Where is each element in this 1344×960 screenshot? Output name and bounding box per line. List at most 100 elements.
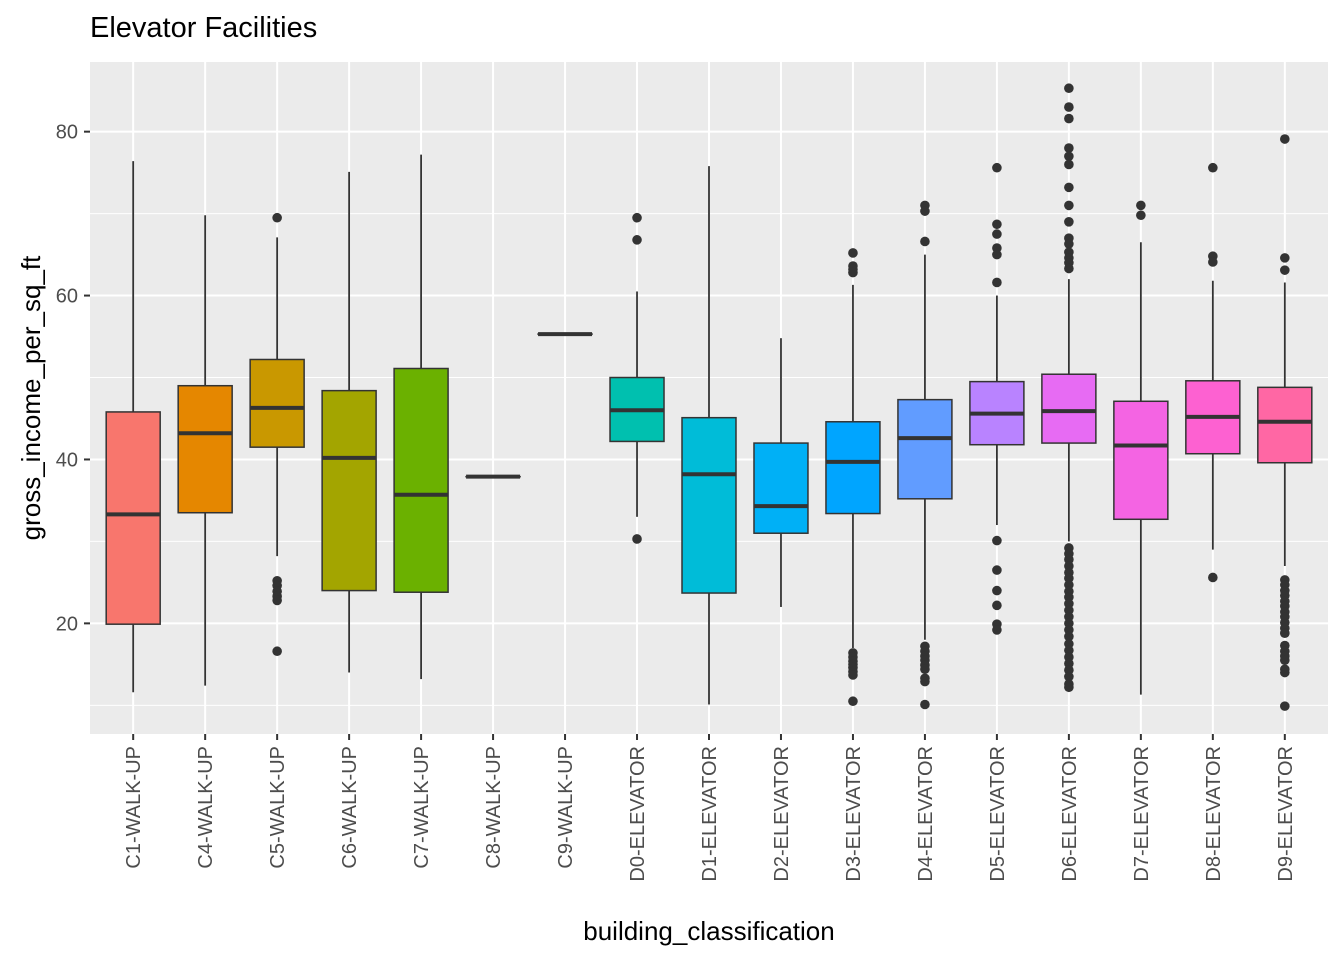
outlier-point: [1064, 682, 1074, 693]
y-axis-title: gross_income_per_sq_ft: [16, 255, 46, 540]
box-d4-elevator: [897, 200, 953, 710]
iqr-box: [753, 442, 809, 534]
box-c4-walk-up: [177, 215, 233, 686]
outlier-point: [1208, 572, 1218, 583]
x-axis-title: building_classification: [583, 916, 834, 946]
outlier-point: [1064, 151, 1074, 162]
outlier-point: [992, 277, 1002, 288]
outlier-point: [848, 670, 858, 680]
outlier-point: [632, 235, 642, 245]
outlier-point: [272, 595, 282, 606]
iqr-box: [897, 398, 953, 500]
iqr-box: [105, 411, 161, 625]
outlier-point: [1064, 217, 1074, 227]
box-d6-elevator: [1041, 83, 1097, 693]
y-axis: 20 40 60 80: [56, 122, 90, 635]
x-tick-label: C9-WALK-UP: [555, 746, 577, 869]
x-tick-label: D3-ELEVATOR: [843, 746, 865, 882]
outlier-point: [1064, 200, 1074, 211]
outlier-point: [992, 600, 1002, 611]
outlier-point: [920, 676, 930, 687]
outlier-point: [1280, 701, 1290, 711]
x-tick-label: C8-WALK-UP: [483, 746, 505, 869]
outlier-point: [848, 696, 858, 707]
outlier-point: [1064, 263, 1074, 274]
boxplot-series: [105, 83, 1313, 711]
iqr-box: [825, 421, 881, 515]
outlier-point: [1064, 182, 1074, 193]
box-d0-elevator: [609, 212, 665, 544]
outlier-point: [1064, 113, 1074, 124]
x-tick-label: D6-ELEVATOR: [1059, 746, 1081, 882]
iqr-box: [681, 416, 737, 594]
x-tick-label: C4-WALK-UP: [195, 746, 217, 869]
outlier-point: [1280, 667, 1290, 678]
outlier-point: [272, 212, 282, 223]
outlier-point: [992, 229, 1002, 239]
outlier-point: [1280, 253, 1290, 263]
outlier-point: [1064, 239, 1074, 249]
iqr-box: [1113, 400, 1169, 521]
x-tick-label: D9-ELEVATOR: [1275, 746, 1297, 882]
outlier-point: [920, 699, 930, 710]
outlier-point: [1064, 671, 1074, 682]
box-c6-walk-up: [321, 171, 377, 673]
outlier-point: [848, 248, 858, 258]
x-tick-label: C7-WALK-UP: [411, 746, 433, 869]
x-tick-label: D4-ELEVATOR: [915, 746, 937, 882]
outlier-point: [1136, 210, 1146, 221]
y-tick-label: 60: [56, 286, 78, 308]
outlier-point: [1064, 159, 1074, 170]
outlier-point: [920, 236, 930, 247]
outlier-point: [992, 162, 1002, 173]
x-tick-label: D0-ELEVATOR: [627, 746, 649, 882]
outlier-point: [1280, 134, 1290, 144]
y-tick-label: 80: [56, 122, 78, 144]
iqr-box: [321, 389, 377, 592]
outlier-point: [1064, 143, 1074, 153]
box-c7-walk-up: [393, 154, 449, 680]
box-d1-elevator: [681, 166, 737, 705]
chart-title: Elevator Facilities: [90, 12, 318, 44]
x-tick-label: D7-ELEVATOR: [1131, 746, 1153, 882]
box-d2-elevator: [753, 338, 809, 607]
outlier-point: [992, 565, 1002, 575]
iqr-box: [1257, 386, 1313, 464]
box-d7-elevator: [1113, 200, 1169, 695]
outlier-point: [632, 534, 642, 544]
iqr-box: [1041, 373, 1097, 444]
outlier-point: [1208, 162, 1218, 173]
outlier-point: [1064, 83, 1074, 94]
iqr-box: [177, 384, 233, 514]
outlier-point: [992, 585, 1002, 596]
box-c1-walk-up: [105, 161, 161, 693]
outlier-point: [848, 267, 858, 278]
outlier-point: [272, 646, 282, 657]
x-tick-label: D2-ELEVATOR: [771, 746, 793, 882]
box-c5-walk-up: [249, 212, 305, 657]
outlier-point: [992, 535, 1002, 546]
outlier-point: [1064, 102, 1074, 112]
iqr-box: [249, 358, 305, 448]
x-tick-label: C5-WALK-UP: [267, 746, 289, 869]
x-tick-label: C1-WALK-UP: [123, 746, 145, 869]
y-tick-label: 40: [56, 449, 78, 471]
box-d8-elevator: [1185, 162, 1241, 583]
box-d9-elevator: [1257, 134, 1313, 711]
outlier-point: [1280, 628, 1290, 638]
x-tick-label: D1-ELEVATOR: [699, 746, 721, 882]
outlier-point: [920, 206, 930, 216]
outlier-point: [632, 212, 642, 223]
outlier-point: [920, 664, 930, 675]
x-tick-label: D8-ELEVATOR: [1203, 746, 1225, 882]
outlier-point: [1064, 631, 1074, 642]
outlier-point: [1280, 655, 1290, 666]
outlier-point: [992, 249, 1002, 260]
iqr-box: [393, 367, 449, 593]
outlier-point: [1280, 265, 1290, 275]
x-axis: C1-WALK-UP C4-WALK-UP C5-WALK-UP C6-WALK-UP…: [123, 734, 1297, 882]
outlier-point: [1136, 200, 1146, 211]
y-tick-label: 20: [56, 613, 78, 635]
outlier-point: [1208, 257, 1218, 267]
